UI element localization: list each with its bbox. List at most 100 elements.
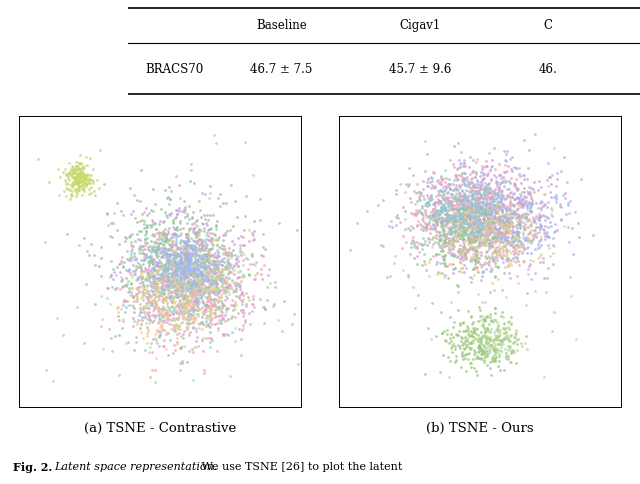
Point bbox=[160, 248, 170, 256]
Point bbox=[174, 276, 184, 284]
Point bbox=[497, 216, 508, 224]
Point bbox=[494, 228, 504, 236]
Point bbox=[179, 304, 189, 312]
Point bbox=[488, 195, 498, 203]
Point bbox=[491, 201, 501, 209]
Point bbox=[188, 279, 198, 287]
Point bbox=[202, 277, 212, 285]
Point bbox=[490, 316, 500, 324]
Point bbox=[162, 250, 172, 258]
Point bbox=[488, 347, 499, 354]
Point bbox=[186, 281, 196, 288]
Point bbox=[160, 296, 170, 304]
Point bbox=[182, 242, 192, 250]
Point bbox=[182, 261, 193, 269]
Point bbox=[440, 238, 451, 246]
Point bbox=[574, 233, 584, 241]
Point bbox=[436, 329, 447, 337]
Point bbox=[461, 213, 472, 221]
Point bbox=[67, 181, 77, 188]
Point bbox=[216, 317, 226, 325]
Point bbox=[172, 290, 182, 298]
Point bbox=[188, 286, 198, 294]
Point bbox=[522, 206, 532, 214]
Point bbox=[502, 214, 512, 222]
Point bbox=[155, 244, 165, 252]
Point bbox=[465, 243, 475, 251]
Point bbox=[467, 202, 477, 210]
Point bbox=[168, 321, 179, 329]
Point bbox=[177, 267, 188, 274]
Point bbox=[506, 210, 516, 217]
Point bbox=[463, 307, 474, 315]
Point bbox=[77, 169, 87, 177]
Point bbox=[451, 174, 461, 182]
Point bbox=[433, 211, 443, 218]
Point bbox=[473, 258, 483, 266]
Point bbox=[61, 192, 71, 199]
Point bbox=[461, 204, 471, 212]
Point bbox=[479, 210, 490, 218]
Point bbox=[472, 352, 482, 360]
Point bbox=[460, 190, 470, 197]
Point bbox=[460, 229, 470, 237]
Point bbox=[182, 241, 193, 249]
Point bbox=[484, 245, 494, 253]
Point bbox=[445, 212, 455, 219]
Point bbox=[490, 207, 500, 214]
Point bbox=[142, 239, 152, 247]
Point bbox=[451, 189, 461, 197]
Point bbox=[230, 324, 240, 332]
Point bbox=[139, 288, 149, 296]
Point bbox=[180, 302, 190, 309]
Point bbox=[151, 226, 161, 233]
Point bbox=[218, 314, 228, 322]
Point bbox=[200, 275, 211, 283]
Point bbox=[504, 210, 515, 218]
Point bbox=[483, 327, 493, 335]
Point bbox=[168, 256, 178, 264]
Point bbox=[162, 318, 172, 326]
Point bbox=[506, 348, 516, 356]
Point bbox=[496, 347, 506, 355]
Point bbox=[189, 305, 200, 313]
Point bbox=[260, 305, 271, 313]
Point bbox=[515, 243, 525, 251]
Point bbox=[189, 279, 199, 287]
Point bbox=[515, 223, 525, 230]
Point bbox=[501, 224, 511, 231]
Point bbox=[179, 342, 189, 350]
Point bbox=[433, 242, 444, 249]
Point bbox=[164, 259, 175, 267]
Point bbox=[419, 213, 429, 221]
Point bbox=[169, 341, 179, 348]
Point bbox=[504, 342, 515, 349]
Point bbox=[439, 233, 449, 241]
Point bbox=[487, 242, 497, 250]
Point bbox=[462, 213, 472, 221]
Point bbox=[573, 220, 583, 227]
Point bbox=[218, 302, 228, 309]
Point bbox=[239, 272, 249, 280]
Point bbox=[187, 265, 197, 273]
Point bbox=[489, 201, 499, 209]
Point bbox=[202, 271, 212, 278]
Point bbox=[144, 271, 154, 279]
Point bbox=[150, 299, 160, 307]
Point bbox=[487, 249, 497, 257]
Point bbox=[231, 255, 241, 263]
Point bbox=[75, 166, 85, 174]
Point bbox=[524, 190, 534, 198]
Point bbox=[479, 324, 489, 332]
Point bbox=[214, 296, 225, 303]
Point bbox=[156, 240, 166, 247]
Point bbox=[146, 292, 156, 300]
Point bbox=[504, 238, 515, 245]
Point bbox=[195, 246, 205, 254]
Point bbox=[195, 281, 205, 288]
Point bbox=[539, 373, 549, 381]
Point bbox=[176, 258, 186, 266]
Point bbox=[108, 275, 118, 283]
Point bbox=[172, 223, 182, 231]
Point bbox=[157, 267, 168, 274]
